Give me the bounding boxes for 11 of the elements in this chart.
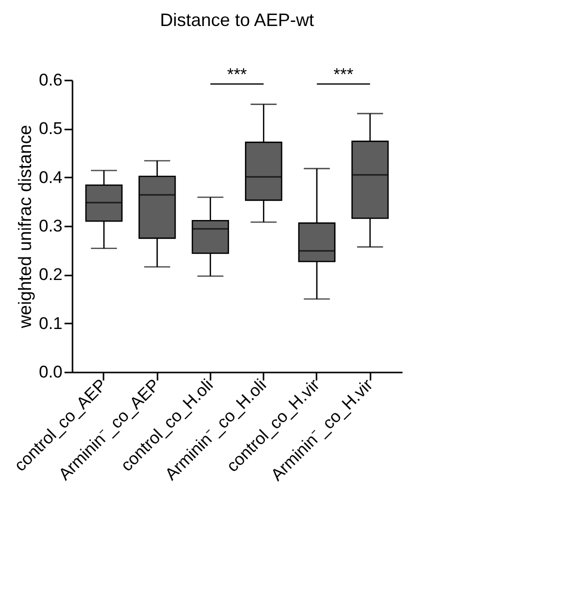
y-axis-title: weighted unifrac distance [14, 124, 35, 330]
y-tick-label: 0.5 [38, 119, 62, 138]
y-tick-label: 0.4 [38, 168, 62, 187]
y-tick-label: 0.3 [38, 216, 62, 236]
y-tick-label: 0.2 [38, 265, 62, 284]
y-tick-label: 0.6 [38, 70, 62, 90]
annotation: *** [334, 65, 354, 84]
y-tick-label: 0.0 [38, 362, 62, 382]
chart-title: Distance to AEP-wt [160, 10, 314, 30]
y-tick-label: 0.1 [38, 314, 62, 333]
annotation: *** [227, 65, 248, 84]
